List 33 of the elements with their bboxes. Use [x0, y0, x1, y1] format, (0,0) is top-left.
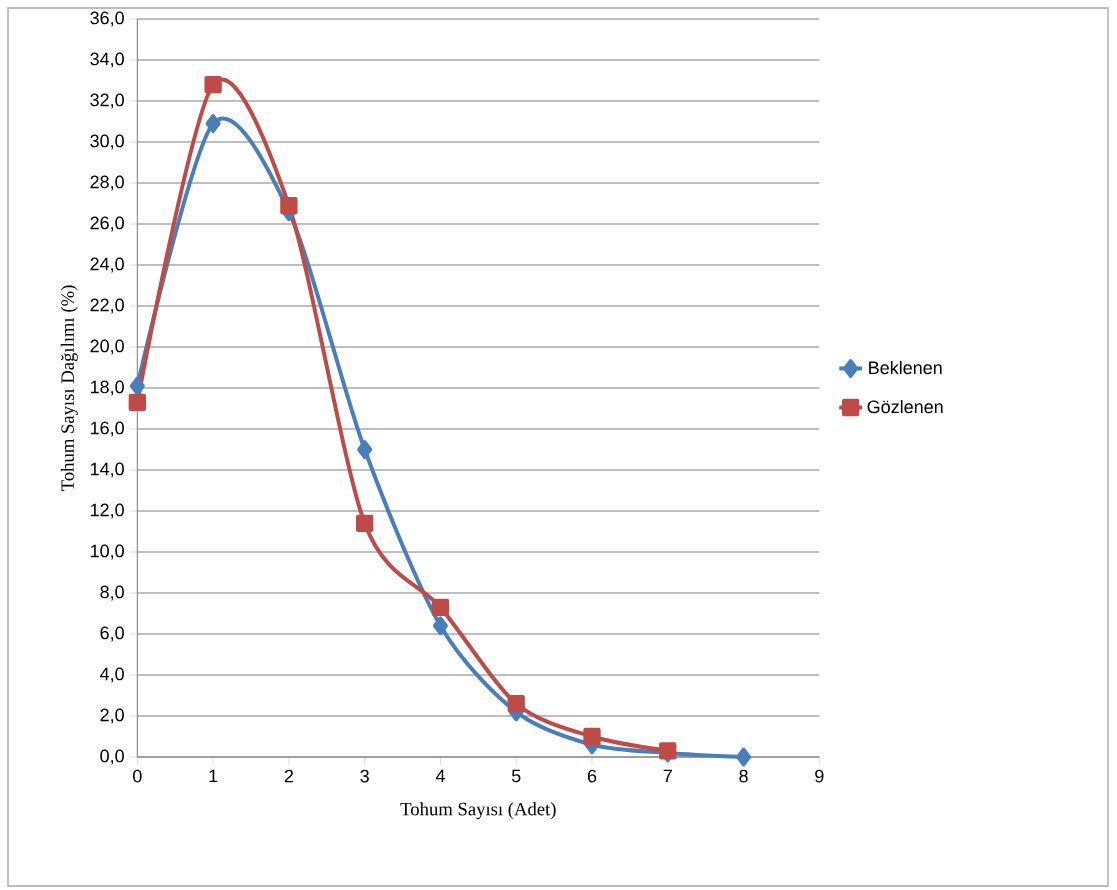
y-tick-label: 14,0 [90, 462, 124, 478]
x-tick-label: 9 [815, 769, 824, 783]
y-tick-label: 20,0 [90, 339, 124, 355]
y-tick-label: 8,0 [100, 585, 124, 601]
y-tick-label: 4,0 [100, 667, 124, 683]
y-tick-label: 12,0 [90, 503, 124, 519]
legend-label: Beklenen [869, 360, 942, 375]
y-tick-label: 10,0 [90, 544, 124, 560]
x-tick-label: 2 [284, 769, 293, 783]
y-tick-label: 22,0 [90, 298, 124, 314]
y-axis-title: Tohum Sayısı Dağılımı (%) [60, 285, 78, 491]
x-axis-title: Tohum Sayısı (Adet) [400, 802, 556, 820]
y-tick-label: 6,0 [100, 626, 124, 642]
legend-label: Gözlenen [867, 399, 943, 414]
x-tick-label: 5 [511, 769, 521, 783]
y-tick-label: 32,0 [90, 93, 124, 109]
y-tick-label: 18,0 [90, 380, 124, 396]
x-tick-label: 1 [209, 769, 218, 783]
y-tick-label: 30,0 [90, 134, 124, 150]
x-tick-label: 4 [435, 769, 445, 783]
y-tick-label: 28,0 [90, 175, 124, 191]
x-tick-label: 6 [587, 769, 597, 783]
x-tick-label: 0 [133, 769, 142, 783]
y-tick-label: 34,0 [90, 52, 124, 68]
y-tick-label: 16,0 [90, 421, 124, 437]
x-tick-label: 3 [360, 769, 369, 783]
y-tick-label: 2,0 [100, 708, 124, 724]
y-tick-label: 26,0 [90, 216, 124, 232]
y-tick-label: 0,0 [100, 749, 124, 765]
x-tick-label: 7 [663, 769, 672, 783]
y-tick-label: 24,0 [90, 257, 124, 273]
y-tick-label: 36,0 [90, 11, 124, 27]
x-tick-label: 8 [739, 769, 748, 783]
